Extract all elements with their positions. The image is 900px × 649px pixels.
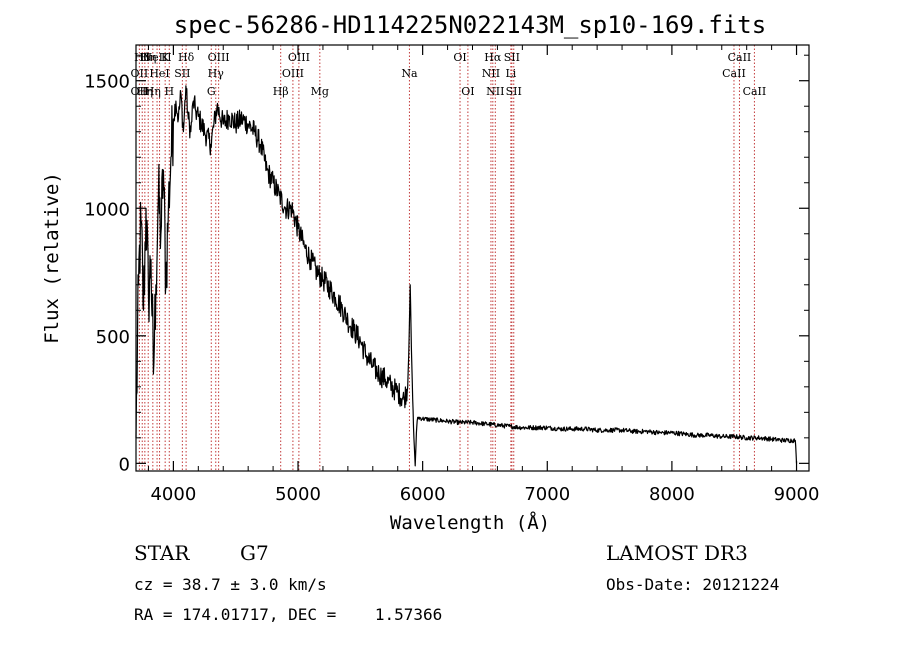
spectral-line-label: NeIII — [142, 51, 171, 64]
spectral-line-label: CaII — [743, 85, 767, 98]
spectral-line-label: CaII — [722, 67, 746, 80]
spectral-line-label: Hβ — [273, 85, 289, 98]
y-tick-label: 1500 — [84, 72, 130, 93]
observation-date: Obs-Date: 20121224 — [606, 575, 779, 594]
spectral-line-label: Hη — [137, 85, 153, 98]
spectral-line-label: OIII — [208, 51, 230, 64]
spectral-line-label: SII — [506, 85, 522, 98]
spectral-line-label: OII — [131, 85, 149, 98]
coordinates: RA = 174.01717, DEC = 1.57366 — [134, 605, 442, 624]
y-axis-label: Flux (relative) — [41, 172, 63, 344]
spectral-line-label: HeI — [149, 67, 169, 80]
spectral-line-label: OII — [131, 67, 149, 80]
spectral-line-label: Hγ — [208, 67, 225, 80]
spectral-line-label: NII — [486, 85, 504, 98]
spectral-line-label: OI — [461, 85, 474, 98]
x-tick-label: 5000 — [275, 484, 321, 505]
spectral-line-labels: OIIOIIHθHηHηHηNeIIIHeIKHSIIHδGHγOIIIHβOI… — [131, 51, 767, 98]
x-tick-label: 8000 — [649, 484, 695, 505]
spectral-line-label: CaII — [728, 51, 752, 64]
x-tick-label: 7000 — [524, 484, 570, 505]
spectral-line-label: SII — [174, 67, 190, 80]
spectral-line-label: Hη — [140, 51, 156, 64]
chart-title: spec-56286-HD114225N022143M_sp10-169.fit… — [174, 11, 766, 39]
spectral-line-label: Na — [401, 67, 418, 80]
redshift-value: cz = 38.7 ± 3.0 km/s — [134, 575, 327, 594]
spectral-line-label: G — [207, 85, 216, 98]
x-tick-label: 6000 — [400, 484, 446, 505]
spectral-line-label: Hη — [145, 85, 161, 98]
object-subclass: G7 — [240, 541, 269, 565]
x-tick-label: 4000 — [150, 484, 196, 505]
x-tick-label: 9000 — [774, 484, 820, 505]
spectral-line-label: OIII — [288, 51, 310, 64]
spectral-line-label: NII — [482, 67, 500, 80]
spectral-line-label: Hθ — [134, 51, 151, 64]
spectral-line-label: Mg — [311, 85, 329, 98]
y-tick-label: 1000 — [84, 199, 130, 220]
spectral-line-label: H — [164, 85, 174, 98]
spectrum-line — [135, 85, 798, 467]
object-class: STAR — [134, 541, 190, 565]
spectral-line-label: SII — [504, 51, 520, 64]
spectral-line-label: OI — [453, 51, 466, 64]
spectral-line-label: K — [161, 51, 170, 64]
x-axis-ticks: 4000 5000 6000 7000 8000 9000 — [147, 45, 820, 505]
y-tick-label: 500 — [96, 327, 130, 348]
survey-name: LAMOST DR3 — [606, 541, 748, 565]
y-axis-ticks: 0 500 1000 1500 — [84, 54, 809, 475]
y-tick-label: 0 — [119, 454, 130, 475]
spectral-line-label: OIII — [282, 67, 304, 80]
spectral-line-label: Hδ — [178, 51, 195, 64]
spectral-line-label: Li — [505, 67, 516, 80]
spectral-line-label: Hα — [484, 51, 502, 64]
x-axis-label: Wavelength (Å) — [390, 511, 550, 534]
